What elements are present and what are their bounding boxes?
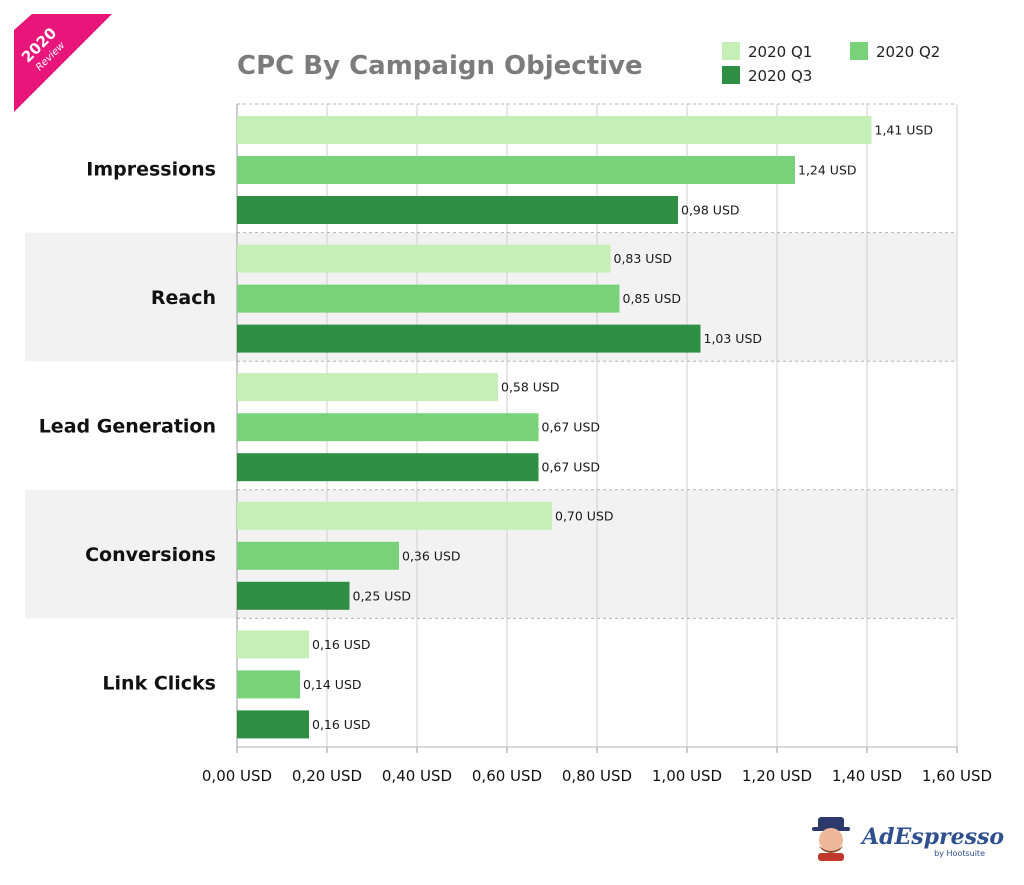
data-label-lead-generation-2020-q3: 0,67 USD — [542, 460, 601, 475]
data-label-impressions-2020-q2: 1,24 USD — [798, 163, 857, 178]
category-label-reach: Reach — [151, 287, 216, 309]
x-tick-label-8: 1,60 USD — [922, 767, 992, 785]
x-tick-label-4: 0,80 USD — [562, 767, 632, 785]
data-label-conversions-2020-q2: 0,36 USD — [402, 548, 461, 563]
ribbon-shape — [14, 14, 112, 112]
data-labels: 1,41 USD 0,83 USD 0,58 USD 0,70 USD 0,16 USD… — [303, 123, 933, 732]
data-label-lead-generation-2020-q2: 0,67 USD — [542, 420, 601, 435]
bar-link-clicks-2020-q2 — [237, 670, 300, 699]
brand-name: AdEspresso — [860, 824, 1004, 850]
bar-link-clicks-2020-q3 — [237, 710, 309, 739]
brand-logo: AdEspresso by Hootsuite — [812, 817, 1004, 861]
category-label-conversions: Conversions — [85, 544, 216, 566]
bar-conversions-2020-q3 — [237, 581, 350, 610]
bar-link-clicks-2020-q1 — [237, 630, 309, 659]
data-label-conversions-2020-q3: 0,25 USD — [353, 588, 412, 603]
legend-swatch-2020-q2 — [850, 42, 868, 60]
data-label-lead-generation-2020-q1: 0,58 USD — [501, 380, 560, 395]
x-tick-labels: 0,00 USD 0,20 USD 0,40 USD 0,60 USD 0,80 USD… — [202, 767, 992, 785]
legend-label-2020-q2: 2020 Q2 — [876, 43, 940, 61]
category-label-impressions: Impressions — [86, 158, 216, 180]
legend-swatch-2020-q3 — [722, 66, 740, 84]
bar-impressions-2020-q1 — [237, 116, 872, 144]
bar-lead-generation-2020-q1 — [237, 373, 498, 402]
legend: 2020 Q1 2020 Q2 2020 Q3 — [722, 42, 940, 85]
x-tick-label-5: 1,00 USD — [652, 767, 722, 785]
bars — [237, 116, 872, 739]
bar-conversions-2020-q2 — [237, 541, 399, 570]
year-review-ribbon: 2020 Review — [14, 14, 112, 112]
data-label-conversions-2020-q1: 0,70 USD — [555, 508, 614, 523]
bar-impressions-2020-q2 — [237, 156, 795, 184]
data-label-link-clicks-2020-q3: 0,16 USD — [312, 717, 371, 732]
data-label-reach-2020-q2: 0,85 USD — [623, 291, 682, 306]
x-tick-label-1: 0,20 USD — [292, 767, 362, 785]
bar-reach-2020-q1 — [237, 244, 611, 273]
data-label-link-clicks-2020-q2: 0,14 USD — [303, 677, 362, 692]
data-label-reach-2020-q3: 1,03 USD — [704, 331, 763, 346]
category-label-lead-generation: Lead Generation — [39, 416, 216, 438]
x-tick-label-6: 1,20 USD — [742, 767, 812, 785]
bar-lead-generation-2020-q3 — [237, 453, 539, 482]
bar-impressions-2020-q3 — [237, 196, 678, 224]
x-tick-label-7: 1,40 USD — [832, 767, 902, 785]
x-tick-label-0: 0,00 USD — [202, 767, 272, 785]
legend-label-2020-q1: 2020 Q1 — [748, 43, 812, 61]
category-labels: Impressions Reach Lead Generation Conversio… — [39, 158, 216, 694]
brand-sub: by Hootsuite — [934, 849, 985, 858]
legend-swatch-2020-q1 — [722, 42, 740, 60]
data-label-reach-2020-q1: 0,83 USD — [614, 251, 673, 266]
bar-lead-generation-2020-q2 — [237, 413, 539, 442]
x-tick-label-2: 0,40 USD — [382, 767, 452, 785]
bar-conversions-2020-q1 — [237, 501, 552, 530]
category-label-link-clicks: Link Clicks — [102, 673, 216, 695]
bar-reach-2020-q3 — [237, 324, 701, 353]
data-label-impressions-2020-q3: 0,98 USD — [681, 203, 740, 218]
data-label-link-clicks-2020-q1: 0,16 USD — [312, 637, 371, 652]
chart-title: CPC By Campaign Objective — [237, 51, 643, 81]
x-tick-label-3: 0,60 USD — [472, 767, 542, 785]
mascot-icon — [812, 817, 850, 861]
bar-reach-2020-q2 — [237, 284, 620, 313]
data-label-impressions-2020-q1: 1,41 USD — [875, 123, 934, 138]
legend-label-2020-q3: 2020 Q3 — [748, 67, 812, 85]
